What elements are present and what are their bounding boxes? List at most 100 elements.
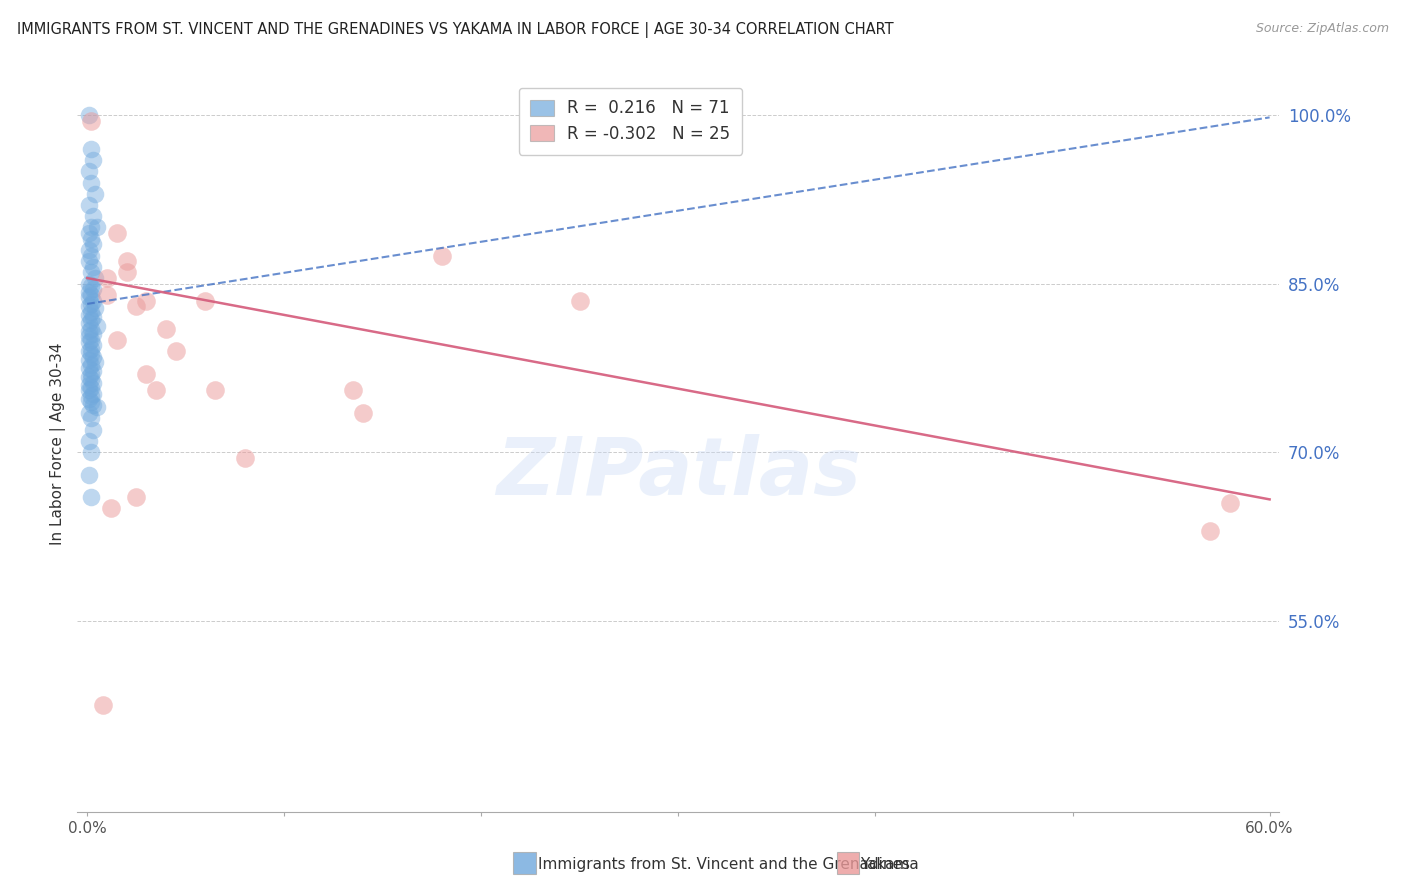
- Point: [77, 329, 100, 343]
- Point: [77, 370, 100, 384]
- Point: [77, 392, 100, 407]
- Point: [84, 301, 107, 316]
- Point: [233, 450, 256, 465]
- Y-axis label: In Labor Force | Age 30-34: In Labor Force | Age 30-34: [51, 343, 66, 545]
- Point: [77, 377, 100, 392]
- Point: [82, 260, 104, 274]
- Point: [82, 338, 104, 352]
- Point: [84, 271, 107, 285]
- Point: [80, 288, 103, 302]
- Point: [84, 186, 107, 201]
- Point: [77, 335, 100, 350]
- Point: [77, 316, 100, 330]
- Point: [82, 153, 104, 167]
- Point: [82, 376, 104, 390]
- Point: [568, 293, 591, 308]
- Point: [80, 220, 103, 235]
- Point: [86, 220, 108, 235]
- Point: [80, 389, 103, 403]
- Point: [80, 232, 103, 246]
- Point: [77, 384, 100, 398]
- Point: [77, 467, 100, 482]
- Point: [77, 164, 100, 178]
- Point: [80, 249, 103, 263]
- Point: [82, 237, 104, 252]
- Point: [80, 372, 103, 386]
- Text: ZIPatlas: ZIPatlas: [496, 434, 860, 512]
- Point: [125, 490, 148, 504]
- Point: [80, 305, 103, 319]
- Point: [135, 293, 157, 308]
- Point: [77, 254, 100, 268]
- Point: [430, 249, 453, 263]
- Point: [155, 321, 177, 335]
- Point: [342, 384, 364, 398]
- Point: [77, 299, 100, 313]
- Point: [82, 209, 104, 223]
- Point: [82, 386, 104, 401]
- Point: [82, 364, 104, 378]
- Point: [1199, 524, 1222, 538]
- Point: [82, 350, 104, 364]
- Point: [80, 381, 103, 395]
- Point: [165, 344, 187, 359]
- Point: [77, 434, 100, 448]
- Point: [135, 367, 157, 381]
- Point: [125, 299, 148, 313]
- Point: [80, 265, 103, 279]
- Point: [1219, 496, 1241, 510]
- Point: [77, 285, 100, 299]
- Point: [82, 398, 104, 412]
- Point: [82, 327, 104, 342]
- Point: [77, 290, 100, 304]
- Point: [100, 501, 122, 516]
- Point: [84, 355, 107, 369]
- Point: [86, 319, 108, 334]
- Point: [80, 394, 103, 409]
- Point: [77, 406, 100, 420]
- Point: [77, 198, 100, 212]
- Point: [77, 353, 100, 368]
- Point: [194, 293, 217, 308]
- Text: Immigrants from St. Vincent and the Grenadines: Immigrants from St. Vincent and the Gren…: [538, 857, 911, 871]
- Point: [77, 226, 100, 240]
- Text: Source: ZipAtlas.com: Source: ZipAtlas.com: [1256, 22, 1389, 36]
- Legend: R =  0.216   N = 71, R = -0.302   N = 25: R = 0.216 N = 71, R = -0.302 N = 25: [519, 87, 742, 154]
- Point: [80, 411, 103, 425]
- Point: [80, 297, 103, 311]
- Point: [80, 142, 103, 156]
- Point: [80, 279, 103, 293]
- Point: [115, 265, 138, 279]
- Point: [82, 310, 104, 325]
- Point: [77, 360, 100, 375]
- Point: [204, 384, 226, 398]
- Point: [115, 254, 138, 268]
- Point: [82, 282, 104, 296]
- Point: [80, 176, 103, 190]
- Point: [80, 342, 103, 356]
- Point: [145, 384, 167, 398]
- Text: Yakama: Yakama: [860, 857, 920, 871]
- Point: [80, 312, 103, 326]
- Point: [86, 401, 108, 415]
- Point: [80, 445, 103, 459]
- Point: [80, 321, 103, 335]
- Point: [80, 113, 103, 128]
- Point: [77, 277, 100, 291]
- Point: [80, 347, 103, 361]
- Point: [82, 293, 104, 308]
- Point: [82, 423, 104, 437]
- Text: IMMIGRANTS FROM ST. VINCENT AND THE GRENADINES VS YAKAMA IN LABOR FORCE | AGE 30: IMMIGRANTS FROM ST. VINCENT AND THE GREN…: [17, 22, 893, 38]
- Point: [105, 226, 128, 240]
- Point: [80, 367, 103, 381]
- Point: [77, 108, 100, 122]
- Point: [105, 333, 128, 347]
- Point: [80, 358, 103, 372]
- Point: [80, 333, 103, 347]
- Point: [77, 308, 100, 322]
- Point: [77, 344, 100, 359]
- Point: [80, 490, 103, 504]
- Point: [352, 406, 374, 420]
- Point: [91, 698, 114, 712]
- Point: [77, 243, 100, 257]
